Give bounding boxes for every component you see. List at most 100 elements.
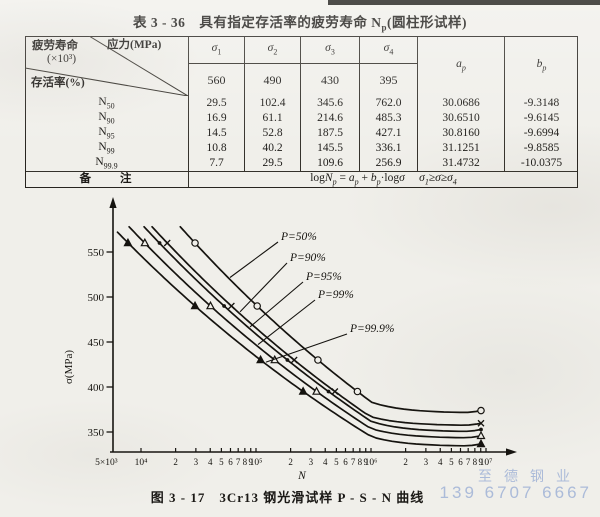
data-marker-dot	[326, 389, 331, 394]
stress-value-1: 560	[188, 63, 245, 96]
formula-token: +	[358, 172, 371, 185]
x-tick-label: 10⁵	[250, 458, 263, 468]
table-title: 表 3 - 36 具有指定存活率的疲劳寿命 Np(圆柱形试样)	[0, 11, 600, 33]
watermark-company: 至德钢业	[478, 468, 582, 484]
table-cell: 145.5	[300, 141, 360, 156]
table-cell: 109.6	[300, 156, 360, 172]
table-row: N90 16.9 61.1 214.6 485.3 30.6510 -9.6145	[25, 111, 578, 126]
x-tick-label: 8	[358, 457, 363, 467]
watermark-phone: 139 6707 6667	[439, 483, 592, 502]
formula-token: log	[310, 172, 325, 185]
sigma-symbol: σ	[267, 41, 274, 54]
data-marker-triangle	[312, 386, 322, 395]
data-marker-triangle	[140, 237, 150, 247]
row-label: N99	[98, 141, 115, 156]
formula-token: =	[336, 172, 349, 185]
data-marker-dot	[157, 241, 162, 245]
row-label: N99.9	[95, 156, 118, 171]
x-tick-label: 3	[309, 457, 314, 467]
table-cell: 30.6510	[417, 111, 505, 126]
formula-token: 4	[452, 177, 457, 187]
table-title-text: 表 3 - 36 具有指定存活率的疲劳寿命 N	[132, 15, 382, 30]
data-marker-x	[331, 388, 339, 395]
data-marker-triangle	[476, 430, 486, 440]
x-tick-label: 7	[466, 457, 471, 467]
table-cell: 31.4732	[417, 156, 505, 172]
formula-token: σ	[399, 172, 405, 185]
formula-token: p	[376, 177, 381, 187]
x-tick-label: 4	[208, 457, 213, 467]
x-tick-label: 7	[351, 457, 356, 467]
formula-token: b	[370, 172, 377, 185]
data-marker-triangle	[190, 300, 200, 310]
x-axis-arrow	[506, 448, 517, 456]
x-tick-label: 3	[194, 457, 199, 467]
psn-curve	[116, 231, 482, 447]
curve-leader-line	[249, 281, 304, 328]
data-marker-triangle	[123, 237, 133, 247]
data-marker-x	[163, 239, 171, 247]
corner-unit-label: (×10³)	[47, 53, 77, 65]
table-cell: 30.0686	[417, 96, 505, 111]
psn-chart: 350 400 450 500 550 5×10³ 10⁴ 2 3 4 5 6 7 8 9 10⁵ 2 3 4 5 6 7…	[60, 192, 530, 492]
psn-curve	[128, 225, 482, 439]
table-cell: -10.0375	[504, 156, 578, 172]
sigma-subscript: 1	[217, 47, 222, 57]
table-cell: 61.1	[244, 111, 301, 126]
table-cell: 345.6	[300, 96, 360, 111]
formula-token: σ	[447, 172, 453, 185]
x-tick-label: 5	[449, 457, 454, 467]
table-cell: 10.8	[188, 141, 245, 156]
table-title-sub: p	[381, 22, 387, 33]
data-marker-dot	[479, 427, 483, 432]
coef-col-header-b: bp	[504, 36, 578, 96]
stress-value-4: 395	[359, 63, 418, 96]
figure-caption: 图 3 - 17 3Cr13 钢光滑试样 P - S - N 曲线	[150, 490, 425, 505]
table-row: N99 10.8 40.2 145.5 336.1 31.1251 -9.8585	[25, 141, 578, 156]
stress-value-3: 430	[300, 63, 360, 96]
table-cell: 52.8	[244, 126, 301, 141]
data-marker-x	[477, 419, 485, 427]
data-marker-circle	[477, 406, 485, 415]
data-marker-triangle	[256, 354, 266, 364]
x-tick-label: 10⁴	[135, 458, 149, 468]
y-axis-title: σ(MPa)	[63, 350, 75, 384]
x-tick-label: 9	[363, 457, 368, 467]
data-marker-circle	[253, 302, 261, 310]
table-cell: 485.3	[359, 111, 418, 126]
sigma-symbol: σ	[383, 41, 390, 54]
x-tick-label: 3	[424, 457, 429, 467]
table-cell: -9.3148	[504, 96, 578, 111]
table-data-rows: N50 29.5 102.4 345.6 762.0 30.0686 -9.3148 N90 1…	[25, 96, 578, 172]
data-marker-triangle	[298, 386, 308, 395]
x-tick-label: 8	[243, 457, 248, 467]
row-label: N90	[98, 111, 115, 126]
x-tick-label: 9	[248, 457, 253, 467]
coef-subscript: p	[542, 63, 547, 73]
table-cell: 336.1	[359, 141, 418, 156]
table-cell: 29.5	[188, 96, 245, 111]
x-axis-title: N	[297, 470, 307, 482]
table-cell: 762.0	[359, 96, 418, 111]
curve-label: P=50%	[280, 231, 317, 243]
x-tick-label: 5	[219, 457, 224, 467]
table-row: N50 29.5 102.4 345.6 762.0 30.0686 -9.3148	[25, 96, 578, 111]
remark-row: 备 注 logNp = ap + bp·logσ σ1≥σ≥σ4	[25, 171, 578, 188]
table-row: N99.9 7.7 29.5 109.6 256.9 31.4732 -10.0375	[25, 156, 578, 172]
table-cell: -9.6145	[504, 111, 578, 126]
formula-token: σ	[419, 172, 425, 185]
x-tick-label: 5	[334, 457, 339, 467]
formula-token: p	[332, 177, 337, 187]
sigma-subscript: 4	[389, 47, 394, 57]
stress-col-header-2: σ2	[244, 36, 301, 64]
x-tick-label: 6	[343, 457, 348, 467]
remark-label: 备 注	[25, 171, 189, 188]
curve-label: P=99.9%	[349, 323, 395, 335]
table-cell: 14.5	[188, 126, 245, 141]
x-tick-label: 8	[473, 457, 478, 467]
y-tick-label: 450	[88, 337, 105, 349]
stress-col-header-3: σ3	[300, 36, 360, 64]
data-marker-circle	[314, 356, 322, 364]
